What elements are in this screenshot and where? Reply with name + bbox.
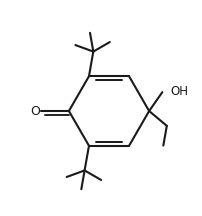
Text: OH: OH: [170, 85, 188, 98]
Text: O: O: [31, 105, 41, 118]
